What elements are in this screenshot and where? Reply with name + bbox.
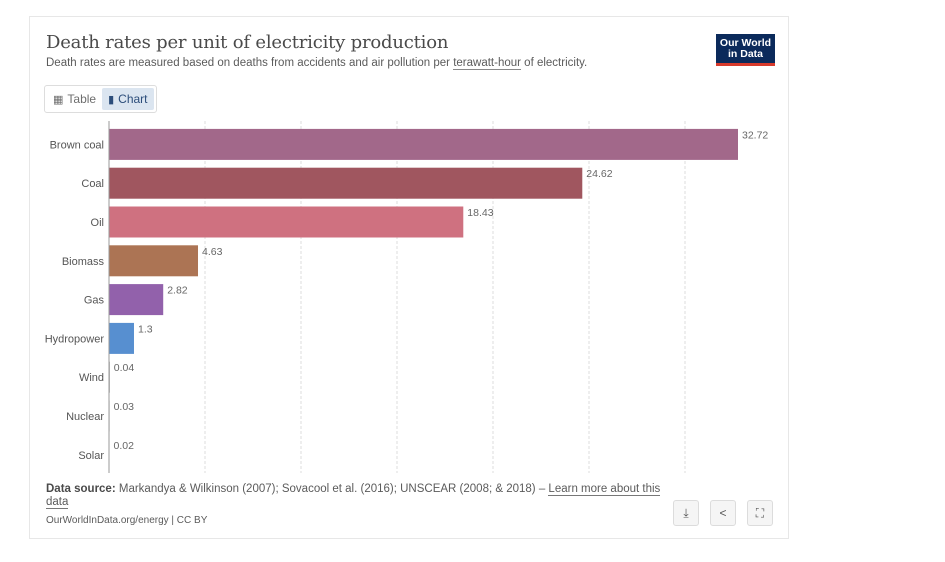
download-icon: ⤓ <box>683 505 689 520</box>
value-label: 1.3 <box>138 323 153 335</box>
owid-logo[interactable]: Our World in Data <box>716 34 775 66</box>
view-tabs: ▦ Table ▮ Chart <box>44 85 157 113</box>
bar[interactable] <box>109 322 134 354</box>
data-source: Data source: Markandya & Wilkinson (2007… <box>46 483 676 509</box>
subtitle-text: Death rates are measured based on deaths… <box>46 57 454 69</box>
fullscreen-button[interactable]: ⛶ <box>747 500 773 526</box>
value-label: 4.63 <box>202 246 223 258</box>
source-label: Data source: <box>46 483 116 495</box>
category-label: Biomass <box>62 256 105 268</box>
category-label: Brown coal <box>50 139 104 151</box>
chart-card: Death rates per unit of electricity prod… <box>29 16 789 539</box>
category-label: Coal <box>81 178 104 190</box>
source-url[interactable]: OurWorldInData.org/energy | CC BY <box>46 515 208 526</box>
category-label: Nuclear <box>66 411 104 423</box>
download-button[interactable]: ⤓ <box>673 500 699 526</box>
value-label: 0.03 <box>114 401 135 413</box>
category-label: Hydropower <box>45 333 105 345</box>
source-text: Markandya & Wilkinson (2007); Sovacool e… <box>118 483 549 495</box>
chart-subtitle: Death rates are measured based on deaths… <box>46 57 588 70</box>
value-label: 32.72 <box>742 129 768 141</box>
value-label: 0.04 <box>114 362 135 374</box>
bar[interactable] <box>109 284 164 316</box>
chart-icon: ▮ <box>108 93 115 106</box>
tab-chart-label: Chart <box>118 92 148 106</box>
fullscreen-icon: ⛶ <box>755 505 765 520</box>
logo-line-1: Our World <box>719 37 772 49</box>
category-label: Wind <box>79 372 104 384</box>
value-label: 18.43 <box>467 207 493 219</box>
tab-chart[interactable]: ▮ Chart <box>102 88 154 110</box>
share-button[interactable]: < <box>710 500 736 526</box>
bar[interactable] <box>109 206 464 238</box>
learn-more-link[interactable]: Learn more about this data <box>46 483 661 509</box>
category-label: Gas <box>84 295 105 307</box>
bar-chart: Brown coal 32.72 Coal 24.62 Oil 18.43 Biomass 4… <box>45 121 768 473</box>
bar[interactable] <box>109 128 738 160</box>
subtitle-text-end: of electricity. <box>520 57 588 69</box>
share-icon: < <box>719 506 727 520</box>
terawatt-hour-link[interactable]: terawatt-hour <box>453 57 521 70</box>
category-label: Solar <box>78 450 104 462</box>
chart-title: Death rates per unit of electricity prod… <box>46 32 449 53</box>
value-label: 0.02 <box>114 440 135 452</box>
value-label: 2.82 <box>167 285 188 297</box>
value-label: 24.62 <box>586 168 612 180</box>
bar[interactable] <box>109 167 583 199</box>
bar[interactable] <box>109 245 199 277</box>
logo-line-2: in Data <box>727 48 763 60</box>
category-label: Oil <box>91 217 104 229</box>
table-icon: ▦ <box>53 93 64 106</box>
tab-table[interactable]: ▦ Table <box>47 88 102 110</box>
tab-table-label: Table <box>67 92 97 106</box>
